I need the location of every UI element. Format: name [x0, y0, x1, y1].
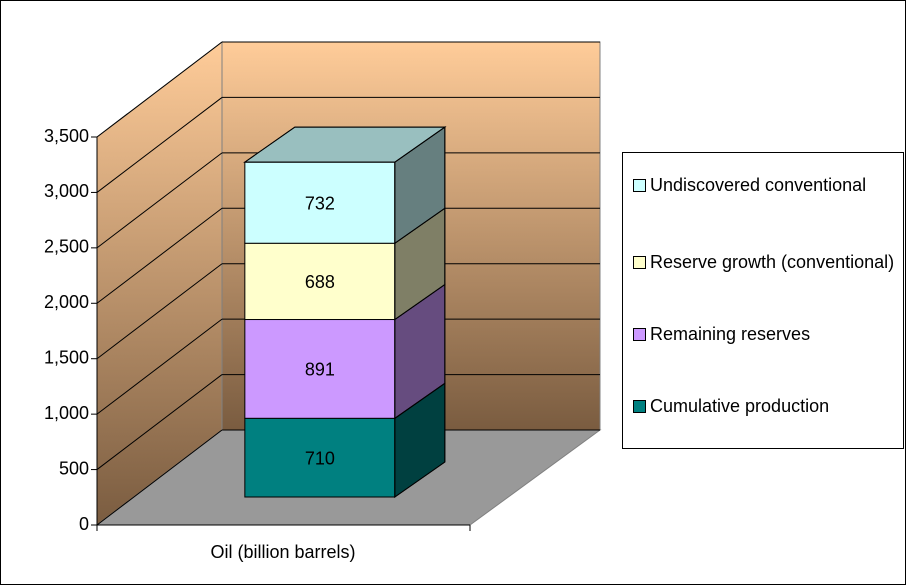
- legend-label: Remaining reserves: [650, 324, 811, 344]
- grid-line: [96, 429, 223, 526]
- bar-front: [244, 161, 396, 244]
- data-label: 710: [305, 448, 335, 468]
- legend-entry: Cumulative production: [633, 394, 904, 419]
- legend-label: Reserve growth (conventional): [650, 252, 895, 272]
- legend-swatch: [633, 328, 646, 341]
- y-tick-label: 3,500: [44, 126, 89, 146]
- grid-line: [96, 318, 223, 415]
- grid-line: [96, 207, 223, 304]
- y-tick-label: 1,500: [44, 347, 89, 367]
- data-label: 891: [305, 360, 335, 380]
- bar-front: [244, 319, 396, 419]
- legend-label: Cumulative production: [650, 396, 830, 416]
- legend-label: Undiscovered conventional: [650, 175, 867, 195]
- legend-swatch: [633, 400, 646, 413]
- bar-top-shade: [243, 126, 447, 163]
- data-label: 688: [305, 272, 335, 292]
- grid-line: [96, 374, 223, 470]
- y-tick-label: 3,000: [44, 181, 89, 201]
- grid-line: [96, 97, 223, 193]
- bars: 710 891 688 732: [243, 126, 447, 498]
- y-tick-label: 500: [59, 458, 89, 478]
- legend-entry: Reserve growth (conventional): [633, 250, 904, 275]
- legend-entry: Undiscovered conventional: [633, 173, 904, 198]
- legend-swatch: [633, 179, 646, 192]
- data-label: 732: [305, 193, 335, 213]
- y-tick-label: 2,000: [44, 292, 89, 312]
- category-label: Oil (billion barrels): [210, 542, 355, 562]
- grid-line: [96, 263, 223, 360]
- y-tick-label: 2,500: [44, 237, 89, 257]
- grid-line: [96, 41, 223, 138]
- y-tick-label: 0: [79, 514, 89, 534]
- legend-entry: Remaining reserves: [633, 322, 904, 347]
- y-tick-label: 1,000: [44, 403, 89, 423]
- legend-swatch: [633, 256, 646, 269]
- grid-line: [96, 152, 223, 249]
- legend: Cumulative production Remaining reserves R…: [622, 152, 904, 449]
